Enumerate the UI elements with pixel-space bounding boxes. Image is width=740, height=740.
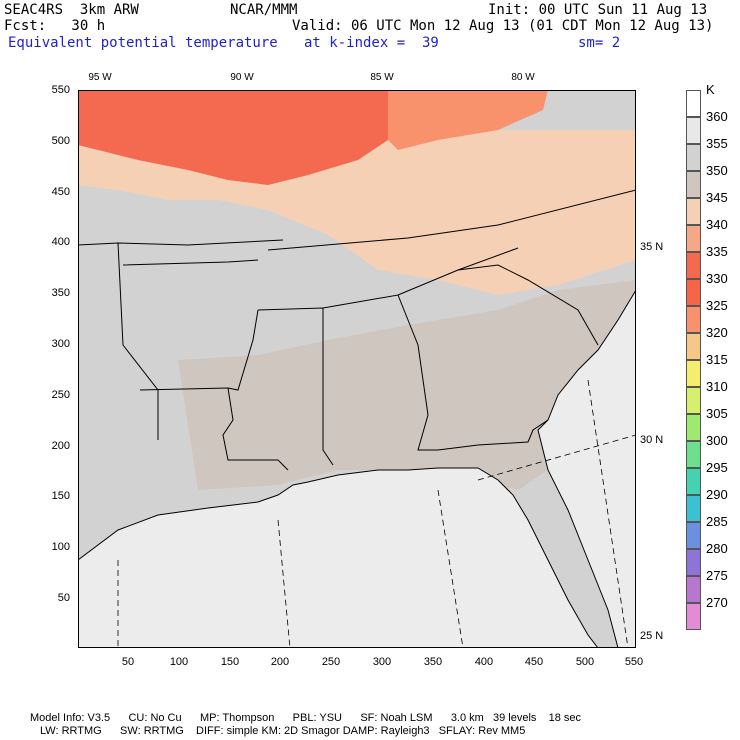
legend-swatch (686, 225, 701, 252)
legend-level-label: 340 (706, 217, 728, 232)
y-tick: 300 (51, 338, 70, 350)
lat-label-25n: 25 N (640, 630, 664, 642)
legend-swatch (686, 495, 701, 522)
model-info-line1: Model Info: V3.5 CU: No Cu MP: Thompson … (30, 712, 582, 724)
y-tick: 500 (51, 135, 70, 147)
color-legend (686, 90, 702, 630)
y-tick: 450 (51, 186, 70, 198)
legend-level-label: 305 (706, 406, 728, 421)
legend-swatch (686, 252, 701, 279)
init-time: Init: 00 UTC Sun 11 Aug 13 (488, 2, 708, 18)
legend-unit: K (706, 82, 715, 97)
field-name: Equivalent potential temperature (8, 35, 278, 51)
legend-level-label: 295 (706, 460, 728, 475)
coastline (78, 467, 599, 648)
legend-swatch (686, 279, 701, 306)
legend-swatch (686, 441, 701, 468)
salmon-region (388, 90, 548, 150)
x-tick: 500 (575, 656, 595, 668)
forecast-hour: Fcst: 30 h (4, 18, 106, 34)
x-tick: 550 (624, 656, 644, 668)
legend-level-label: 270 (706, 595, 728, 610)
legend-level-label: 360 (706, 109, 728, 124)
forecast-map (78, 90, 636, 648)
legend-level-label: 325 (706, 298, 728, 313)
legend-level-label: 310 (706, 379, 728, 394)
x-tick: 100 (169, 656, 189, 668)
legend-swatch (686, 144, 701, 171)
x-tick: 250 (321, 656, 341, 668)
legend-swatch (686, 360, 701, 387)
model-title: SEAC4RS 3km ARW (4, 2, 139, 18)
level-label: at k-index = 39 (304, 35, 439, 51)
lon-label-95w: 95 W (88, 72, 112, 83)
legend-swatch (686, 171, 701, 198)
legend-level-label: 330 (706, 271, 728, 286)
legend-swatch (686, 333, 701, 360)
state-boundaries (78, 189, 636, 471)
legend-swatch (686, 468, 701, 495)
x-tick: 300 (372, 656, 392, 668)
map-frame (78, 90, 636, 648)
legend-swatch (686, 576, 701, 603)
legend-swatch (686, 387, 701, 414)
lat-label-35n: 35 N (640, 241, 664, 253)
valid-time: Valid: 06 UTC Mon 12 Aug 13 (01 CDT Mon … (292, 18, 714, 34)
legend-swatch (686, 522, 701, 549)
x-tick: 50 (121, 656, 135, 668)
red-region (78, 90, 388, 185)
y-tick: 150 (51, 490, 70, 502)
lon-label-90w: 90 W (230, 72, 254, 83)
legend-swatch (686, 117, 701, 144)
y-tick: 200 (51, 440, 70, 452)
x-tick: 400 (474, 656, 494, 668)
lon-label-85w: 85 W (370, 72, 394, 83)
legend-swatch (686, 198, 701, 225)
legend-level-label: 355 (706, 136, 728, 151)
x-tick: 450 (524, 656, 544, 668)
legend-level-label: 275 (706, 568, 728, 583)
model-info-line2: LW: RRTMG SW: RRTMG DIFF: simple KM: 2D … (40, 725, 526, 737)
org-label: NCAR/MMM (230, 2, 298, 18)
legend-level-label: 345 (706, 190, 728, 205)
y-tick: 400 (51, 236, 70, 248)
legend-level-label: 320 (706, 325, 728, 340)
lon-label-80w: 80 W (511, 72, 535, 83)
east-coastline (537, 289, 636, 648)
x-tick: 150 (220, 656, 240, 668)
atlantic-ocean (538, 290, 636, 648)
x-tick: 200 (270, 656, 290, 668)
y-tick: 550 (51, 84, 70, 96)
legend-swatch (686, 90, 701, 117)
legend-swatch (686, 603, 701, 630)
legend-swatch (686, 549, 701, 576)
smoothing-label: sm= 2 (578, 35, 621, 51)
graticule (117, 379, 636, 648)
legend-level-label: 285 (706, 514, 728, 529)
legend-level-label: 300 (706, 433, 728, 448)
legend-level-label: 290 (706, 487, 728, 502)
y-tick: 350 (51, 287, 70, 299)
legend-level-label: 280 (706, 541, 728, 556)
x-tick: 350 (423, 656, 443, 668)
legend-swatch (686, 414, 701, 441)
legend-level-label: 350 (706, 163, 728, 178)
gulf-ocean (78, 468, 598, 648)
legend-swatch (686, 306, 701, 333)
legend-level-label: 315 (706, 352, 728, 367)
y-tick: 50 (57, 592, 70, 604)
y-tick: 100 (51, 541, 70, 553)
lat-label-30n: 30 N (640, 434, 664, 446)
y-tick: 250 (51, 389, 70, 401)
tan-region (178, 280, 636, 490)
legend-level-label: 335 (706, 244, 728, 259)
